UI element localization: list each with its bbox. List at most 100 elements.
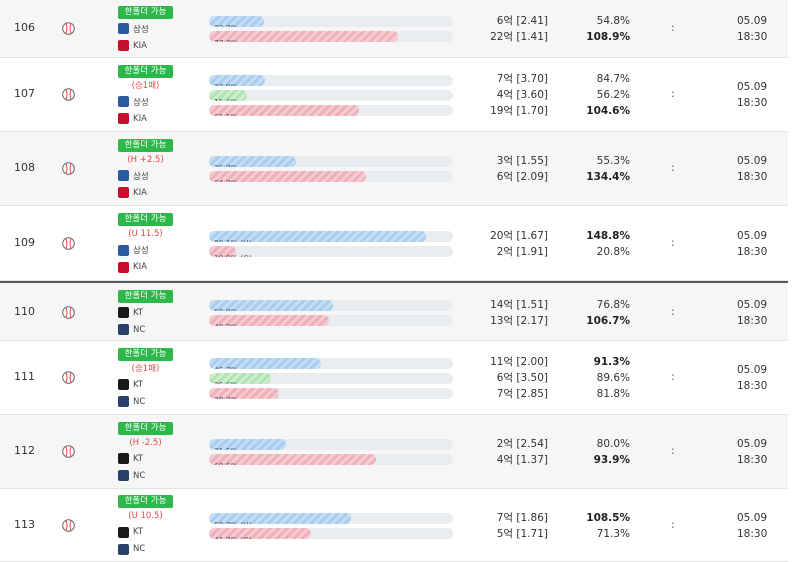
bet-ratio-bars: 35.7% 64.3%: [209, 156, 453, 186]
match-datetime: 05.09 18:30: [737, 79, 767, 111]
ratio-label: 22.9%: [209, 83, 238, 86]
team-home[interactable]: KT: [118, 378, 176, 392]
nc-logo-icon: [118, 396, 129, 407]
samsung-logo-icon: [118, 170, 129, 181]
match-row[interactable]: 107 한폴더 가능 (승1패) 삼성 KIA 22.9% 15.6% 61.5% 7억 [3.…: [0, 58, 788, 132]
team-name: NC: [133, 396, 146, 407]
match-datetime: 05.09 18:30: [737, 362, 767, 394]
score-separator: :: [671, 235, 675, 249]
return-rate: 148.8%: [586, 229, 630, 242]
score-separator: :: [671, 87, 675, 100]
team-away[interactable]: KIA: [118, 186, 176, 200]
return-rate: 55.3%: [596, 155, 630, 167]
team-away[interactable]: NC: [118, 323, 176, 337]
samsung-logo-icon: [118, 96, 129, 107]
ratio-bar-fill: [209, 357, 321, 369]
match-date: 05.09: [737, 438, 768, 450]
match-row[interactable]: 109 한폴더 가능 (U 11.5) 삼성 KIA 89.1% (U) 10.9% (O)…: [0, 206, 788, 281]
match-time: 18:30: [737, 527, 768, 540]
kia-logo-icon: [118, 187, 129, 198]
ratio-bar: 31.5%: [209, 439, 453, 450]
match-row[interactable]: 112 한폴더 가능 (H -2.5) KT NC 31.5% 68.5% 2억 [2.54]…: [0, 415, 788, 489]
return-rate: 71.3%: [596, 527, 630, 540]
bet-amounts: 7억 [3.70] 4억 [3.60] 19억 [1.70]: [440, 71, 548, 119]
return-rate: 81.8%: [596, 388, 630, 400]
bet-condition: (U 10.5): [128, 511, 163, 521]
match-date: 05.09: [737, 81, 768, 93]
team-column: 한폴더 가능 KT NC: [118, 289, 176, 337]
bet-ratio-bars: 22.9% 15.6% 61.5%: [209, 74, 453, 120]
bet-amounts: 11억 [2.00] 6억 [3.50] 7억 [2.85]: [440, 354, 548, 402]
match-row[interactable]: 111 한폴더 가능 (승1패) KT NC 45.7% 25.6% 28.7% 11억 [2.…: [0, 341, 788, 415]
bet-amounts: 6억 [2.41] 22억 [1.41]: [440, 13, 548, 45]
ratio-label: 61.5%: [209, 113, 238, 116]
one-folder-badge: 한폴더 가능: [118, 421, 173, 435]
match-date: 05.09: [737, 364, 768, 376]
bet-condition: (U 11.5): [128, 229, 163, 239]
match-datetime: 05.09 18:30: [737, 228, 767, 260]
return-rates: 80.0% 93.9%: [560, 436, 630, 468]
ratio-bar: 28.7%: [209, 387, 453, 399]
ratio-label: 68.5%: [209, 462, 238, 465]
score-separator: :: [671, 21, 675, 34]
kia-logo-icon: [118, 261, 129, 273]
ratio-bar-fill: [209, 156, 297, 167]
team-name: 삼성: [133, 24, 149, 35]
bet-amount: 7억 [3.70]: [496, 73, 548, 85]
match-row[interactable]: 110 한폴더 가능 KT NC 50.8% 49.2% 14억 [1.51] 13억 [2.…: [0, 281, 788, 341]
return-rate: 76.8%: [596, 299, 630, 311]
team-name: NC: [133, 470, 146, 481]
team-home[interactable]: 삼성: [118, 243, 176, 257]
baseball-icon: [62, 306, 75, 319]
ratio-label: 45.7%: [209, 366, 238, 369]
team-home[interactable]: 삼성: [118, 169, 176, 183]
baseball-icon: [62, 88, 75, 101]
match-number: 107: [14, 87, 35, 100]
match-number: 112: [14, 444, 35, 457]
ratio-bar-fill: [209, 527, 311, 539]
ratio-bar: 61.5%: [209, 104, 453, 116]
match-datetime: 05.09 18:30: [737, 297, 767, 329]
ratio-bar: 22.7%: [209, 16, 453, 27]
team-home[interactable]: 삼성: [118, 95, 176, 109]
team-home[interactable]: KT: [118, 525, 176, 539]
match-number: 109: [14, 235, 35, 249]
ratio-bar-fill: [209, 372, 272, 384]
team-away[interactable]: KIA: [118, 112, 176, 126]
bet-amounts: 7억 [1.86] 5억 [1.71]: [440, 510, 548, 542]
bet-amount: 20억 [1.67]: [490, 229, 548, 242]
team-name: NC: [133, 544, 146, 554]
team-away[interactable]: KIA: [118, 260, 176, 274]
bet-ratio-bars: 22.7% 77.3%: [209, 16, 453, 46]
ratio-bar: 25.6%: [209, 372, 453, 384]
team-home[interactable]: 삼성: [118, 22, 176, 36]
bet-amount: 5억 [1.71]: [496, 527, 548, 540]
bet-amounts: 20억 [1.67] 2억 [1.91]: [440, 228, 548, 260]
team-away[interactable]: KIA: [118, 39, 176, 53]
kt-logo-icon: [118, 379, 129, 390]
match-row[interactable]: 108 한폴더 가능 (H +2.5) 삼성 KIA 35.7% 64.3% 3억 [1.55…: [0, 132, 788, 206]
bet-amount: 7억 [2.85]: [496, 388, 548, 400]
nc-logo-icon: [118, 470, 129, 481]
match-row[interactable]: 113 한폴더 가능 (U 10.5) KT NC 58.3% (U) 41.7% (O) 7…: [0, 489, 788, 562]
bet-amount: 7억 [1.86]: [496, 511, 548, 524]
return-rate: 54.8%: [596, 15, 630, 27]
ratio-label: 25.6%: [209, 381, 238, 384]
bet-amount: 22억 [1.41]: [490, 31, 548, 43]
baseball-icon: [62, 22, 75, 35]
team-away[interactable]: NC: [118, 469, 176, 483]
ratio-bar-fill: [209, 387, 280, 399]
match-number: 111: [14, 370, 35, 383]
match-datetime: 05.09 18:30: [737, 153, 767, 185]
bet-amount: 6억 [2.09]: [496, 171, 548, 183]
kt-logo-icon: [118, 307, 129, 318]
team-home[interactable]: KT: [118, 306, 176, 320]
bet-amount: 6억 [2.41]: [496, 15, 548, 27]
team-away[interactable]: NC: [118, 395, 176, 409]
team-away[interactable]: NC: [118, 542, 176, 556]
ratio-bar: 41.7% (O): [209, 527, 453, 539]
team-home[interactable]: KT: [118, 452, 176, 466]
return-rates: 54.8% 108.9%: [560, 13, 630, 45]
ratio-label: 58.3% (U): [209, 521, 252, 524]
